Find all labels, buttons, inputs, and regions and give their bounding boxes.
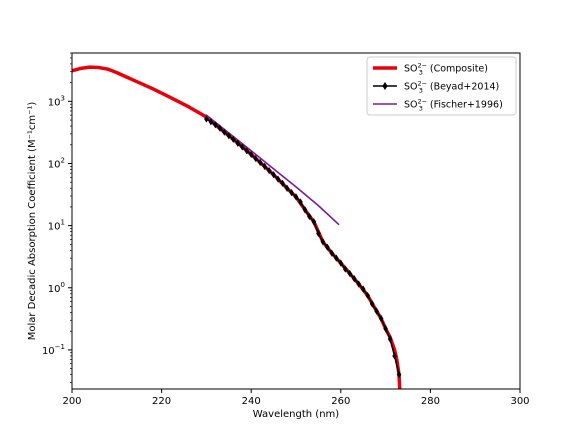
data-point-diamond	[320, 238, 326, 246]
data-point-diamond	[325, 243, 330, 251]
legend-box	[366, 56, 517, 116]
data-point-diamond	[383, 325, 388, 333]
y-tick-label: 100	[48, 281, 65, 295]
x-axis-label: Wavelength (nm)	[253, 409, 339, 420]
data-point-diamond	[257, 158, 263, 167]
legend-label-2: SO2− 3 (Fischer+1996)	[404, 98, 503, 113]
y-axis-label: Molar Decadic Absorption Coefficient (M⁻…	[27, 102, 38, 341]
data-point-diamond	[298, 198, 303, 206]
legend: SO2− 3 (Composite) SO2− 3 (Beyad+2014) SO2− 3…	[366, 56, 517, 116]
data-point-diamond	[387, 335, 393, 343]
series-line-1	[205, 118, 400, 376]
data-point-diamond	[369, 300, 375, 308]
data-point-diamond	[284, 184, 290, 192]
data-point-diamond	[347, 269, 353, 278]
data-point-diamond	[226, 132, 232, 140]
data-point-diamond	[280, 179, 285, 187]
x-tick-label: 260	[331, 396, 350, 407]
data-point-diamond	[239, 143, 245, 151]
data-point-diamond	[351, 275, 357, 283]
x-axis: 200 220 240 260 280 300	[62, 389, 530, 407]
data-point-diamond	[230, 135, 236, 143]
y-tick-label: 102	[48, 156, 65, 170]
data-point-diamond	[338, 259, 344, 267]
data-point-diamond	[208, 118, 214, 126]
data-point-diamond	[360, 285, 366, 293]
series-line-0	[72, 65, 402, 389]
x-tick-label: 240	[242, 396, 261, 407]
data-point-diamond	[342, 265, 348, 273]
data-point-diamond	[266, 166, 272, 175]
legend-label-1: SO2− 3 (Beyad+2014)	[404, 80, 499, 95]
x-tick-label: 300	[510, 396, 529, 407]
data-point-diamond	[244, 147, 250, 155]
y-tick-label: 101	[48, 219, 65, 233]
data-point-diamond	[374, 307, 379, 315]
y-axis: 10−1 100 101 102 103	[42, 52, 72, 383]
data-point-diamond	[302, 206, 308, 214]
data-point-diamond	[392, 352, 397, 360]
data-point-diamond	[271, 171, 276, 179]
data-point-diamond	[365, 291, 370, 300]
data-point-diamond	[378, 314, 384, 323]
data-point-diamond	[334, 254, 339, 262]
data-point-diamond	[213, 121, 218, 129]
plot-frame	[71, 52, 521, 390]
data-point-diamond	[311, 218, 317, 226]
legend-label-0: SO2− 3 (Composite)	[404, 62, 488, 77]
x-tick-label: 220	[152, 396, 171, 407]
y-tick-label: 10−1	[42, 343, 65, 357]
data-point-diamond	[253, 154, 258, 163]
data-point-diamond	[222, 128, 227, 136]
data-point-diamond	[217, 124, 223, 132]
series-layer	[72, 65, 402, 389]
data-point-diamond	[316, 229, 321, 238]
data-point-diamond	[235, 139, 241, 147]
data-point-diamond	[307, 212, 312, 221]
data-point-diamond	[204, 115, 209, 123]
x-tick-label: 280	[421, 396, 440, 407]
data-point-diamond	[329, 249, 335, 257]
legend-marker	[382, 82, 388, 90]
data-point-diamond	[262, 162, 267, 170]
data-point-diamond	[396, 371, 402, 379]
data-point-diamond	[356, 280, 362, 288]
y-tick-label: 103	[48, 94, 65, 108]
data-point-diamond	[293, 193, 299, 201]
data-point-diamond	[248, 150, 254, 159]
data-point-diamond	[275, 175, 281, 183]
x-tick-label: 200	[62, 396, 81, 407]
data-point-diamond	[289, 189, 294, 197]
